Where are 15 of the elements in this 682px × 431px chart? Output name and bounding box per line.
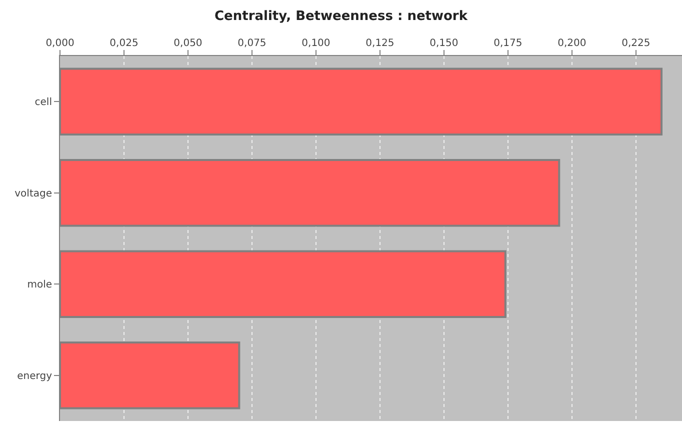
x-tick-label: 0,225 [622, 38, 650, 49]
x-tick-label: 0,000 [46, 38, 74, 49]
x-tick-label: 0,200 [558, 38, 586, 49]
y-tick-label: mole [27, 280, 52, 291]
y-tick-label: energy [17, 370, 52, 382]
x-tick-label: 0,150 [430, 38, 458, 49]
x-tick-label: 0,125 [366, 38, 394, 49]
x-tick-label: 0,025 [110, 38, 138, 49]
chart-title: Centrality, Betweenness : network [214, 8, 468, 24]
x-tick-label: 0,075 [238, 38, 266, 49]
x-tick-label: 0,100 [302, 38, 330, 49]
x-tick-label: 0,175 [494, 38, 522, 49]
y-tick-label: voltage [14, 188, 52, 200]
x-tick-label: 0,050 [174, 38, 202, 49]
y-tick-label: cell [34, 97, 52, 108]
